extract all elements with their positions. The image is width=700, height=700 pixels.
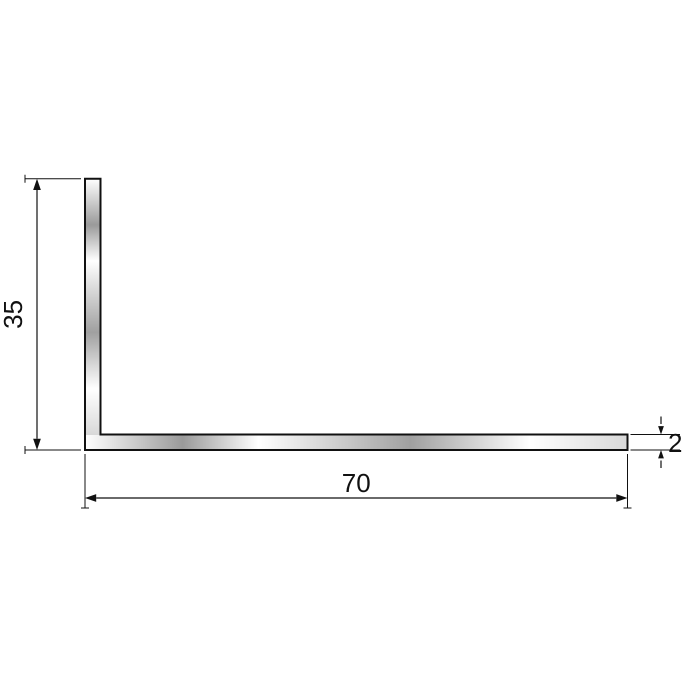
dimension-thickness-label: 2 bbox=[668, 428, 682, 458]
profile-outline bbox=[85, 179, 628, 450]
dimension-width-label: 70 bbox=[342, 468, 371, 498]
l-profile bbox=[85, 179, 628, 450]
vertical-flange bbox=[85, 179, 101, 435]
dimension-height bbox=[25, 175, 81, 454]
technical-drawing: 35 70 2 bbox=[0, 0, 700, 700]
horizontal-flange bbox=[85, 435, 628, 451]
dimension-height-label: 35 bbox=[0, 300, 28, 329]
